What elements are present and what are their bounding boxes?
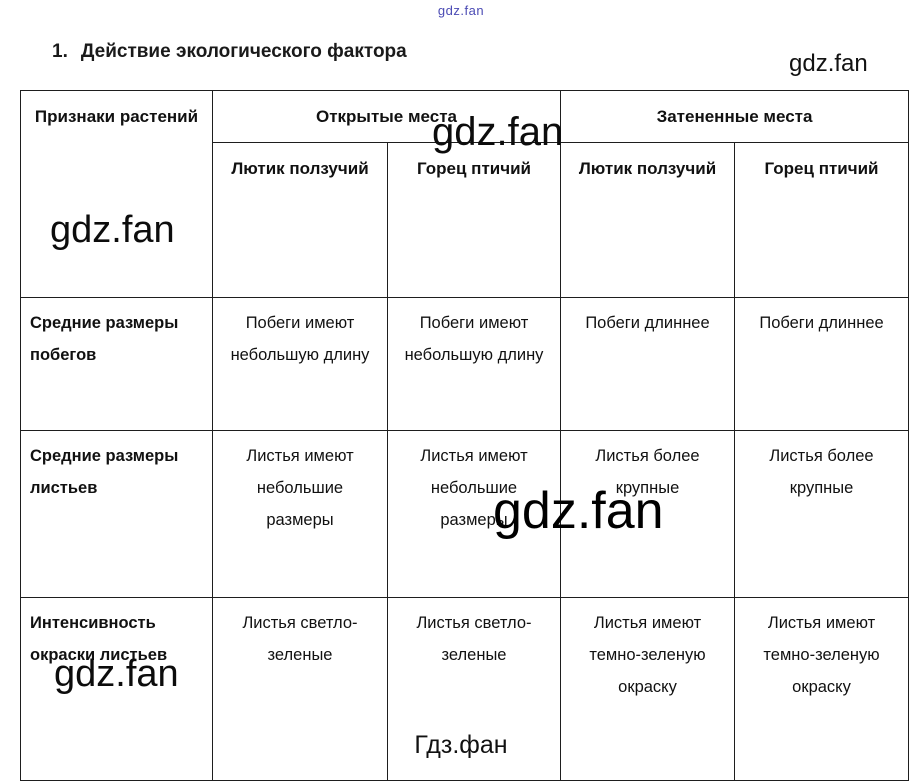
- data-cell: Побеги длиннее: [560, 297, 735, 432]
- data-cell: Побеги имеют небольшую длину: [387, 297, 561, 432]
- data-cell-text: Побеги длиннее: [585, 314, 710, 333]
- header-cell-species-4: Горец птичий: [733, 142, 910, 299]
- header-species-3-label: Лютик ползучий: [578, 159, 717, 179]
- header-shaded-places-label: Затененные места: [656, 107, 813, 126]
- header-cell-open-places: Открытые места: [212, 89, 561, 144]
- data-cell-text: Листья имеют небольшие размеры: [246, 447, 354, 530]
- header-species-1-label: Лютик ползучий: [231, 159, 369, 179]
- header-cell-species-1: Лютик ползучий: [212, 142, 388, 299]
- table-header-row-species: Лютик ползучий Горец птичий Лютик ползуч…: [21, 142, 910, 299]
- data-cell-text: Листья светло-зеленые: [416, 614, 532, 665]
- header-cell-species-2: Горец птичий: [387, 142, 561, 299]
- data-cell: Побеги имеют небольшую длину: [212, 297, 388, 432]
- header-species-4-label: Горец птичий: [764, 159, 879, 179]
- table-header-row-groups: Признаки растений Открытые места Затенен…: [20, 89, 910, 299]
- table-row: Средние размеры побегов Побеги имеют неб…: [20, 297, 910, 432]
- data-cell: Листья имеют небольшие размеры: [212, 430, 388, 599]
- header-cell-species-3: Лютик ползучий: [560, 142, 735, 299]
- row-label-cell: Интенсивность окраски листьев: [20, 597, 213, 781]
- data-cell-text: Побеги имеют небольшую длину: [230, 314, 370, 365]
- data-cell: Листья имеют небольшие размеры: [387, 430, 561, 599]
- header-species-2-label: Горец птичий: [416, 159, 531, 179]
- header-features-label: Признаки растений: [34, 107, 199, 126]
- data-cell-text: Листья более крупные: [769, 447, 874, 498]
- data-cell: Побеги длиннее: [733, 297, 910, 432]
- data-cell-text: Побеги имеют небольшую длину: [404, 314, 544, 365]
- row-label: Интенсивность окраски листьев: [30, 614, 168, 665]
- data-cell-text: Побеги длиннее: [759, 314, 884, 333]
- eco-table-wrapper: Признаки растений Открытые места Затенен…: [20, 89, 910, 781]
- row-label-cell: Средние размеры листьев: [20, 430, 213, 599]
- data-cell: Листья имеют темно-зеленую окраску: [560, 597, 735, 781]
- table-row: Средние размеры листьев Листья имеют неб…: [20, 430, 910, 599]
- row-label-cell: Средние размеры побегов: [20, 297, 213, 432]
- watermark-top: gdz.fan: [437, 3, 485, 18]
- watermark-top-right: gdz.fan: [789, 50, 868, 77]
- data-cell: Листья имеют темно-зеленую окраску: [733, 597, 910, 781]
- data-cell-text: Листья светло-зеленые: [242, 614, 358, 665]
- data-cell: Листья светло-зеленые: [212, 597, 388, 781]
- row-label: Средние размеры побегов: [30, 314, 179, 365]
- data-cell-text: Листья имеют небольшие размеры: [420, 447, 528, 530]
- data-cell: Листья более крупные: [733, 430, 910, 599]
- data-cell-text: Листья более крупные: [595, 447, 700, 498]
- header-cell-features: Признаки растений: [20, 89, 213, 299]
- page-title: 1. Действие экологического фактора: [52, 41, 407, 63]
- data-cell-text: Листья имеют темно-зеленую окраску: [763, 614, 880, 697]
- row-label: Средние размеры листьев: [30, 447, 179, 498]
- data-cell: Листья светло-зеленые: [387, 597, 561, 781]
- data-cell: Листья более крупные: [560, 430, 735, 599]
- header-open-places-label: Открытые места: [315, 107, 458, 126]
- table-row: Интенсивность окраски листьев Листья све…: [20, 597, 910, 781]
- data-cell-text: Листья имеют темно-зеленую окраску: [589, 614, 706, 697]
- title-text: Действие экологического фактора: [80, 41, 407, 62]
- eco-factor-table: Признаки растений Открытые места Затенен…: [20, 89, 910, 781]
- title-number: 1.: [52, 41, 68, 62]
- header-cell-shaded-places: Затененные места: [559, 89, 910, 144]
